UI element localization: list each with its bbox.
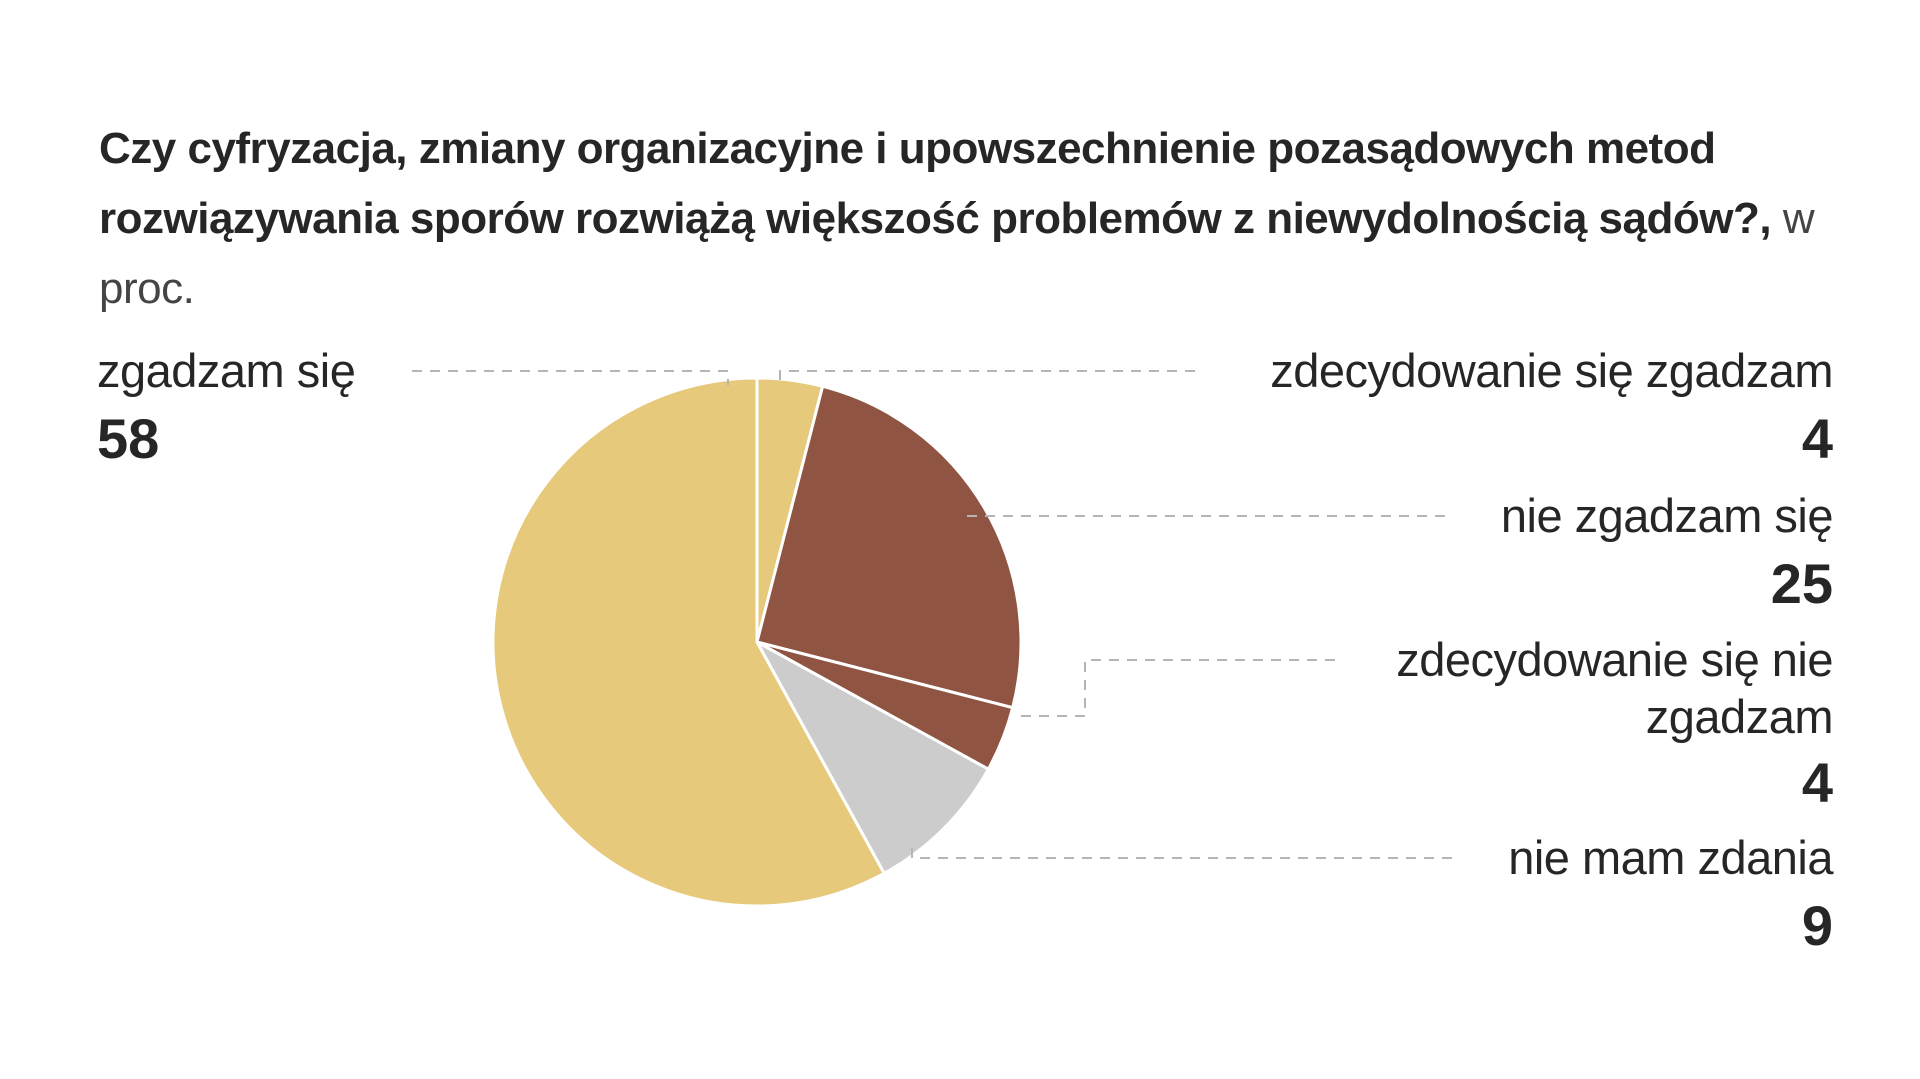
chart-title: Czy cyfryzacja, zmiany organizacyjne i u… <box>99 114 1819 324</box>
leader-line-strongly-disagree <box>1018 659 1335 717</box>
pie-slice-disagree <box>755 384 1023 710</box>
value-agree: 58 <box>97 407 160 470</box>
value-strongly-agree: 4 <box>1801 407 1833 470</box>
label-no-opinion: nie mam zdania <box>1508 831 1833 884</box>
value-strongly-disagree: 4 <box>1801 751 1833 814</box>
leader-line-agree <box>412 370 729 385</box>
pie-slice-agree <box>491 376 886 908</box>
label-strongly-disagree-line1: zdecydowanie się nie <box>1396 633 1833 686</box>
value-no-opinion: 9 <box>1801 894 1833 957</box>
title-unit: w proc. <box>99 194 1815 313</box>
label-disagree: nie zgadzam się <box>1500 489 1834 542</box>
leader-line-no-opinion <box>911 845 1452 859</box>
pie-slices <box>491 376 1023 908</box>
leader-lines <box>412 370 1452 859</box>
label-strongly-disagree-line2: zgadzam <box>1645 690 1834 743</box>
leader-line-strongly-agree <box>779 370 1195 385</box>
title-question: Czy cyfryzacja, zmiany organizacyjne i u… <box>99 124 1772 243</box>
label-strongly-agree: zdecydowanie się zgadzam <box>1270 344 1833 397</box>
value-disagree: 25 <box>1770 552 1833 615</box>
label-agree: zgadzam się <box>97 344 356 397</box>
pie-slice-no-opinion <box>755 640 990 875</box>
